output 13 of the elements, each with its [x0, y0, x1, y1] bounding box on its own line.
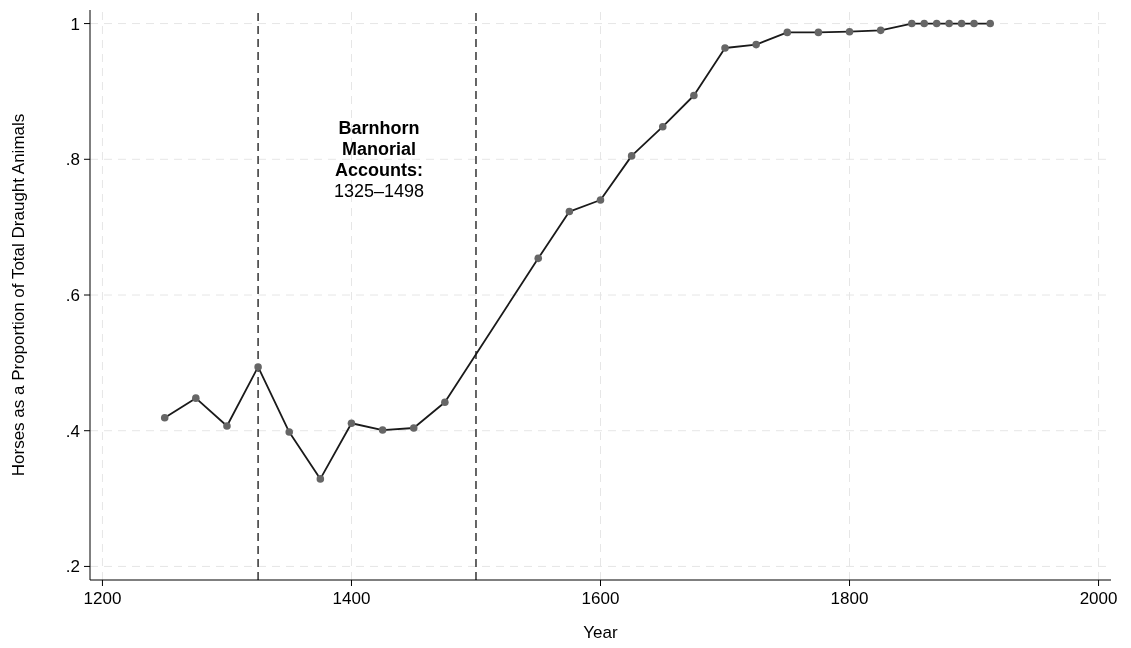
x-tick-label: 1400	[332, 589, 371, 608]
x-axis-title: Year	[583, 623, 619, 642]
x-tick-label: 1800	[830, 589, 869, 608]
y-tick-label: .8	[65, 150, 80, 170]
x-tick-label: 1600	[581, 589, 620, 608]
x-tick-label: 2000	[1079, 589, 1118, 608]
y-tick-label: .2	[65, 557, 80, 577]
y-tick-label: .4	[65, 421, 80, 441]
y-tick-label: 1	[70, 14, 80, 34]
x-tick-label: 1200	[83, 589, 122, 608]
y-tick-label: .6	[65, 285, 80, 305]
y-axis-title: Horses as a Proportion of Total Draught Animals	[9, 113, 28, 477]
annotation: Barnhorn Manorial Accounts: 1325–1498	[333, 117, 425, 201]
